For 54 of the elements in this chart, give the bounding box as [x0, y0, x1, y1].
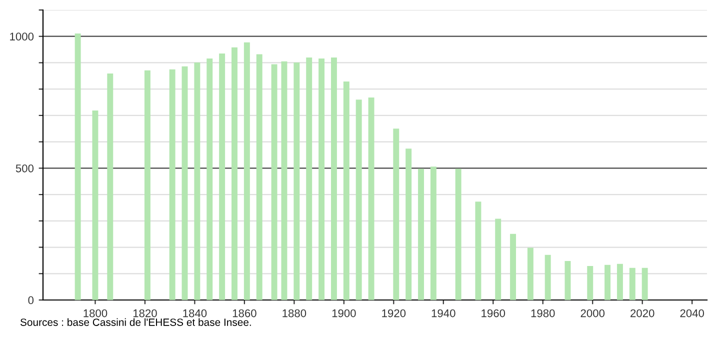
bar [271, 64, 278, 300]
x-tick-label: 1940 [432, 309, 456, 318]
x-tick-label: 2000 [580, 309, 605, 318]
bar [343, 81, 350, 300]
bar [616, 264, 623, 300]
bar [604, 264, 611, 300]
bar [393, 128, 400, 300]
bar [330, 57, 337, 300]
bar [418, 168, 424, 300]
bar [564, 260, 571, 300]
x-tick-label: 2020 [630, 309, 654, 318]
bar [294, 62, 300, 300]
bar [527, 248, 534, 300]
bar [544, 254, 551, 300]
x-tick-label: 1920 [382, 309, 406, 318]
bar [256, 54, 262, 300]
bar [510, 234, 516, 300]
bar [232, 47, 238, 300]
bar [368, 98, 374, 300]
x-tick-label: 1800 [84, 309, 108, 318]
bar [430, 166, 436, 300]
x-tick-label: 1860 [232, 309, 256, 318]
x-tick-label: 2040 [680, 309, 704, 318]
bar [455, 168, 462, 300]
bar [642, 268, 648, 300]
x-tick-label: 1980 [531, 309, 555, 318]
bar [169, 69, 176, 300]
x-tick-label: 1960 [482, 309, 506, 318]
y-tick-label: 0 [28, 296, 34, 304]
y-tick-label: 1000 [10, 32, 34, 40]
bar [306, 57, 312, 300]
x-tick-label: 1900 [332, 309, 356, 318]
bar [475, 202, 482, 300]
x-tick-label: 1820 [133, 309, 157, 318]
y-tick-label: 500 [16, 164, 34, 172]
bar [206, 58, 213, 300]
bar [629, 268, 636, 300]
bar [182, 66, 188, 300]
bar [356, 100, 362, 300]
bar [92, 110, 98, 300]
bar [107, 74, 114, 300]
bar [194, 62, 200, 300]
bar [587, 266, 594, 300]
source-note: Sources : base Cassini de l'EHESS et base Insee. [20, 318, 251, 326]
x-tick-label: 1880 [282, 309, 306, 318]
bar [281, 61, 288, 300]
bar [244, 42, 250, 300]
bar [74, 33, 81, 300]
bar [144, 70, 150, 300]
bar [219, 54, 226, 300]
bar [406, 148, 412, 300]
x-tick-label: 1840 [183, 309, 207, 318]
bar [495, 218, 502, 300]
bar [318, 58, 325, 300]
